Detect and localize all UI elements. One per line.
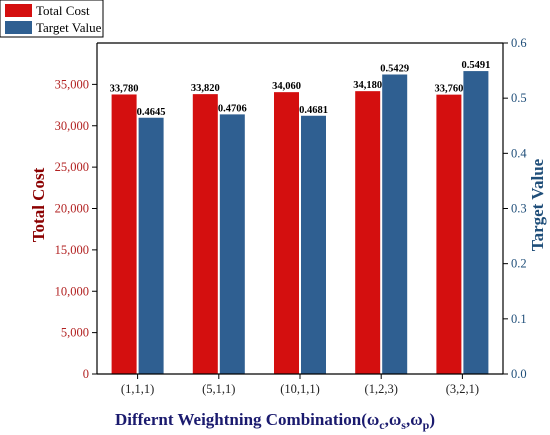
bar-total-cost-3 (274, 92, 299, 374)
bar-target-value-2 (219, 114, 245, 374)
data-label-total-cost-5: 33,760 (434, 84, 463, 95)
y-left-tick-label-6: 25,000 (55, 160, 89, 174)
y-right-tick-label-3: 0.2 (511, 257, 527, 271)
y-left-tick-label-7: 30,000 (55, 119, 89, 133)
y-right-tick-label-6: 0.5 (511, 91, 527, 105)
bars-layer (111, 71, 489, 375)
x-tick-label-2: (5,1,1) (202, 382, 235, 396)
data-label-target-value-4: 0.5429 (380, 64, 409, 75)
y-left-tick-label-8: 35,000 (55, 77, 89, 91)
x-tick-label-5: (3,2,1) (446, 382, 479, 396)
data-label-total-cost-4: 34,180 (353, 80, 382, 91)
y-left-tick-label-1: 0 (83, 367, 89, 381)
x-axis-title-sub-s: s (401, 418, 406, 432)
x-axis-title-sub-c: c (379, 418, 385, 432)
y-axis-left-title: Total Cost (29, 167, 48, 242)
y-right-tick-label-2: 0.1 (511, 312, 527, 326)
x-axis-title: Differnt Weightning Combination(ωc,ωs,ωp… (115, 410, 435, 432)
y-right-tick-label-4: 0.3 (511, 202, 527, 216)
bar-target-value-4 (382, 74, 408, 374)
labels-layer: 33,780 0.4645 33,820 0.4706 34,060 0.4681 34,1… (110, 60, 491, 118)
legend-label-target-value: Target Value (36, 20, 102, 35)
bar-total-cost-4 (355, 91, 381, 375)
bar-target-value-3 (301, 115, 326, 374)
data-label-total-cost-1: 33,780 (110, 83, 139, 94)
y-right-tick-label-1: 0.0 (511, 367, 527, 381)
x-tick-label-3: (10,1,1) (280, 382, 320, 396)
data-label-target-value-1: 0.4645 (137, 107, 166, 118)
data-label-target-value-2: 0.4706 (218, 103, 247, 114)
x-axis-title-sep-1: ,ω (385, 410, 402, 429)
x-axis-title-sep-2: ,ω (406, 410, 423, 429)
bar-target-value-5 (463, 71, 489, 374)
y-left-tick-label-2: 5,000 (61, 326, 89, 340)
data-label-total-cost-3: 34,060 (272, 81, 301, 92)
legend-label-total-cost: Total Cost (36, 3, 90, 18)
y-left-tick-label-4: 15,000 (55, 243, 89, 257)
data-label-total-cost-2: 33,820 (191, 83, 220, 94)
legend-swatch-total-cost (5, 4, 32, 17)
data-label-target-value-3: 0.4681 (299, 105, 328, 116)
legend-swatch-target-value (5, 21, 32, 34)
y-right-tick-label-7: 0.6 (511, 36, 527, 50)
y-right-tick-label-5: 0.4 (511, 146, 527, 160)
x-axis-title-close: ) (429, 410, 435, 429)
y-left-tick-label-5: 20,000 (55, 202, 89, 216)
axes-layer: (1,1,1) (5,1,1) (10,1,1) (1,2,3) (3,2,1) 0 5,0… (55, 36, 528, 396)
bar-total-cost-1 (111, 94, 137, 375)
data-label-target-value-5: 0.5491 (461, 60, 490, 71)
x-tick-label-4: (1,2,3) (365, 382, 398, 396)
x-tick-label-1: (1,1,1) (121, 382, 154, 396)
x-axis-title-sub-p: p (423, 418, 430, 432)
y-axis-right-title: Target Value (528, 158, 547, 251)
bar-total-cost-2 (192, 94, 218, 375)
bar-target-value-1 (138, 117, 164, 375)
y-left-tick-label-3: 10,000 (55, 284, 89, 298)
bar-total-cost-5 (436, 94, 462, 375)
x-axis-title-main: Differnt Weightning Combination(ω (115, 410, 379, 429)
legend: Total Cost Target Value (0, 0, 104, 38)
